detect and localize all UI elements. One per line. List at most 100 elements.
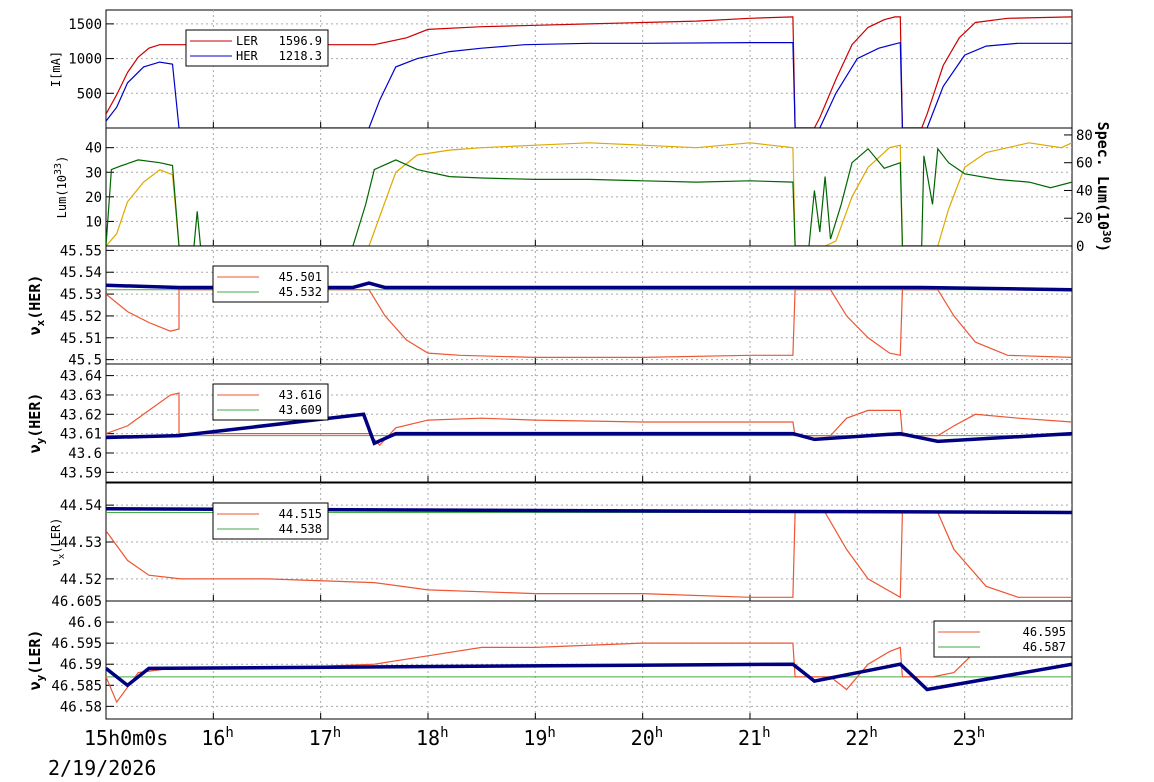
series-line-set [106,392,1072,447]
x-tick-label: 22h [845,725,878,750]
x-tick-label: 18h [416,725,449,750]
y-tick-label: 20 [85,190,102,206]
x-tick-unit: h [547,725,555,741]
panel-0: 500 1000 1500 I[mA] LER 1596.9 HER 1218.3 [49,9,1073,129]
y-tick-label: 44.53 [60,535,102,551]
y-axis-label: νx(HER) [26,275,47,336]
x-tick-hour: 22 [845,726,869,750]
legend-box [212,502,329,540]
series-line-set [106,289,1072,358]
y-tick-label: 1000 [68,52,102,68]
series-line-spec-lum [106,147,1072,246]
y-right-tick-label: 20 [1076,211,1093,227]
y-axis-label-base: ν [26,326,44,335]
legend-value: 45.501 [279,270,322,284]
y-tick-label: 43.61 [60,427,102,443]
legend-value: 1596.9 [279,34,322,48]
x-tick-unit: h [440,725,448,741]
x-tick-unit: h [977,725,985,741]
y-tick-label: 46.585 [51,678,102,694]
x-tick-unit: h [655,725,663,741]
y-axis-label-rest: (HER) [26,275,44,320]
y-axis-label-base: Lum(10 [55,175,69,218]
x-tick-hour: 16 [201,726,225,750]
y-tick-label: 45.52 [60,309,102,325]
panel-3: 43.59 43.6 43.61 43.62 43.63 43.64 νy(HER) 43.6… [26,363,1073,483]
legend-box [933,620,1073,658]
x-tick-hour: 18 [416,726,440,750]
y-tick-label: 43.59 [60,465,102,481]
y-tick-label: 44.54 [60,498,102,514]
y-axis-label-close: ) [55,156,69,163]
y-axis-label-exp: 33 [53,163,64,175]
legend-value: 46.587 [1023,640,1066,654]
y-axis-label: νx(LER) [49,518,67,567]
x-tick-hour: 21 [738,726,762,750]
y-tick-label: 500 [77,86,102,102]
y-tick-label: 45.51 [60,331,102,347]
y-right-axis-label: Spec. Lum(1030) [1094,122,1113,253]
y-axis-label-base: ν [26,681,44,690]
y-right-axis-label-base: Spec. Lum(10 [1094,122,1112,230]
y-axis-label-rest: (HER) [26,393,44,438]
y-tick-label: 44.52 [60,572,102,588]
x-tick-label: 20h [631,725,664,750]
y-axis-label: νy(HER) [26,393,47,454]
y-right-tick-label: 40 [1076,183,1093,199]
legend-value: 1218.3 [279,49,322,63]
y-tick-label: 45.54 [60,265,102,281]
y-right-tick-label: 60 [1076,156,1093,172]
series-line-meas [106,412,1072,446]
y-axis-label-base: ν [49,559,63,566]
y-tick-label: 45.53 [60,287,102,303]
panel-frame [105,600,1073,720]
y-tick-label: 43.63 [60,388,102,404]
y-axis-label-sub: x [57,553,67,559]
x-tick-label: 16h [201,725,234,750]
y-axis-label-sub: y [34,674,47,681]
legend-box [185,29,329,67]
x-tick-label: 19h [523,725,556,750]
y-tick-label: 46.595 [51,636,102,652]
x-axis: 15h0m0s 16h 17h 18h 19h 20h 21h 22h 23h [84,725,985,750]
y-tick-label: 46.58 [60,699,102,715]
y-axis-label: I[mA] [49,51,63,87]
y-tick-label: 46.6 [68,615,102,631]
y-tick-label: 43.62 [60,407,102,423]
x-tick-hour: 20 [631,726,655,750]
legend-value: 44.515 [279,507,322,521]
series-line-meas [106,662,1072,692]
legend-value: 43.616 [279,388,322,402]
legend-value: 45.532 [279,285,322,299]
x-tick-hour: 19 [523,726,547,750]
y-tick-label: 1500 [68,17,102,33]
y-axis-label-rest: (LER) [26,630,44,675]
legend-label: HER [236,49,258,63]
legend-box [212,383,329,421]
y-tick-label: 46.605 [51,594,102,610]
x-tick-hour: 17 [309,726,333,750]
legend-value: 44.538 [279,522,322,536]
date-label: 2/19/2026 [48,756,156,780]
y-axis-label-rest: (LER) [49,518,63,554]
panel-frame [105,363,1073,483]
y-tick-label: 45.55 [60,243,102,259]
panel-frame [105,127,1073,247]
x-tick-unit: h [225,725,233,741]
y-right-axis-label-close: ) [1094,243,1112,252]
y-tick-label: 43.6 [68,446,102,462]
x-tick-hour: 23 [953,726,977,750]
y-right-tick-label: 0 [1076,239,1084,255]
series-line-set [106,511,1072,599]
series-line-ler [106,16,1072,128]
legend-value: 43.609 [279,403,322,417]
x-tick-label-start: 15h0m0s [84,726,168,750]
x-tick-label: 17h [309,725,342,750]
